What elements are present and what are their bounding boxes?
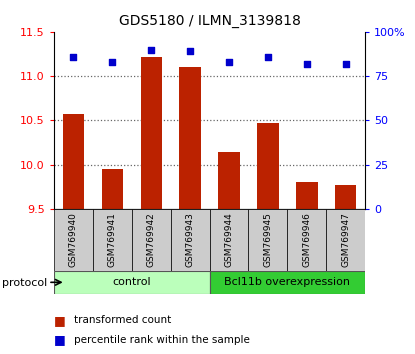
Point (303, 61, 310, 67)
Bar (141, 57, 162, 209)
Point (342, 61, 349, 67)
Bar (132, 209, 171, 271)
Point (265, 54, 271, 59)
Bar (326, 209, 365, 271)
Bar (287, 209, 326, 271)
Text: GSM769942: GSM769942 (147, 212, 156, 267)
Bar (249, 209, 287, 271)
Bar (179, 67, 201, 209)
Bar (93, 209, 132, 271)
Text: protocol: protocol (2, 278, 47, 288)
Bar (63, 114, 84, 209)
Bar (296, 182, 317, 209)
Text: ■: ■ (54, 333, 66, 346)
Bar (54, 209, 93, 271)
Text: GSM769940: GSM769940 (69, 212, 78, 267)
Text: ■: ■ (54, 314, 66, 327)
Point (109, 59, 116, 65)
Point (70, 54, 77, 59)
Text: GSM769944: GSM769944 (225, 212, 234, 267)
Text: GSM769947: GSM769947 (341, 212, 350, 267)
Bar (257, 123, 278, 209)
Text: control: control (112, 277, 151, 287)
Point (187, 48, 193, 54)
Text: Bcl11b overexpression: Bcl11b overexpression (225, 277, 350, 287)
Text: percentile rank within the sample: percentile rank within the sample (74, 335, 250, 345)
Text: transformed count: transformed count (74, 315, 171, 325)
Bar (218, 152, 240, 209)
Title: GDS5180 / ILMN_3139818: GDS5180 / ILMN_3139818 (119, 14, 300, 28)
Point (226, 59, 232, 65)
Text: GSM769943: GSM769943 (186, 212, 195, 267)
Text: GSM769941: GSM769941 (108, 212, 117, 267)
Bar (210, 209, 249, 271)
Bar (335, 185, 356, 209)
Bar (171, 209, 210, 271)
Bar (102, 169, 123, 209)
Text: GSM769945: GSM769945 (264, 212, 272, 267)
Point (148, 47, 154, 52)
Text: GSM769946: GSM769946 (303, 212, 311, 267)
Bar (210, 271, 365, 294)
Bar (54, 271, 210, 294)
